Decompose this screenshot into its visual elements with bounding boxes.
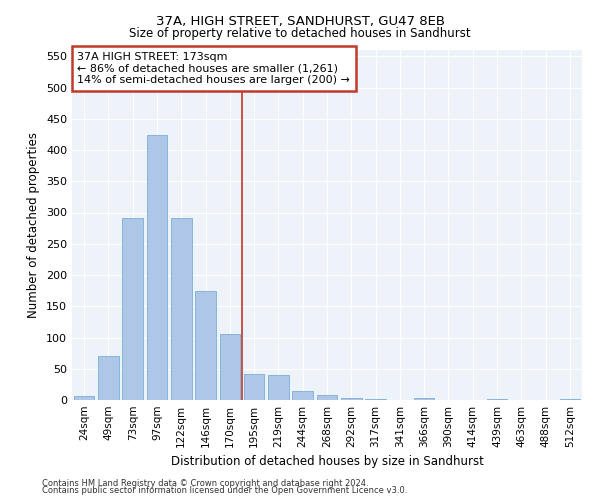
Bar <box>74 396 94 400</box>
Bar <box>560 399 580 400</box>
Text: 37A HIGH STREET: 173sqm
← 86% of detached houses are smaller (1,261)
14% of semi: 37A HIGH STREET: 173sqm ← 86% of detache… <box>77 52 350 85</box>
Text: Size of property relative to detached houses in Sandhurst: Size of property relative to detached ho… <box>129 28 471 40</box>
Bar <box>414 398 434 400</box>
X-axis label: Distribution of detached houses by size in Sandhurst: Distribution of detached houses by size … <box>170 456 484 468</box>
Bar <box>146 135 167 400</box>
Bar <box>487 399 508 400</box>
Bar <box>341 398 362 400</box>
Bar <box>317 395 337 400</box>
Text: Contains HM Land Registry data © Crown copyright and database right 2024.: Contains HM Land Registry data © Crown c… <box>42 478 368 488</box>
Bar <box>292 391 313 400</box>
Text: Contains public sector information licensed under the Open Government Licence v3: Contains public sector information licen… <box>42 486 407 495</box>
Y-axis label: Number of detached properties: Number of detached properties <box>28 132 40 318</box>
Bar <box>98 356 119 400</box>
Bar <box>220 334 240 400</box>
Bar <box>365 399 386 400</box>
Bar <box>195 290 216 400</box>
Bar <box>171 218 191 400</box>
Bar <box>122 218 143 400</box>
Bar <box>244 374 265 400</box>
Text: 37A, HIGH STREET, SANDHURST, GU47 8EB: 37A, HIGH STREET, SANDHURST, GU47 8EB <box>155 15 445 28</box>
Bar <box>268 375 289 400</box>
